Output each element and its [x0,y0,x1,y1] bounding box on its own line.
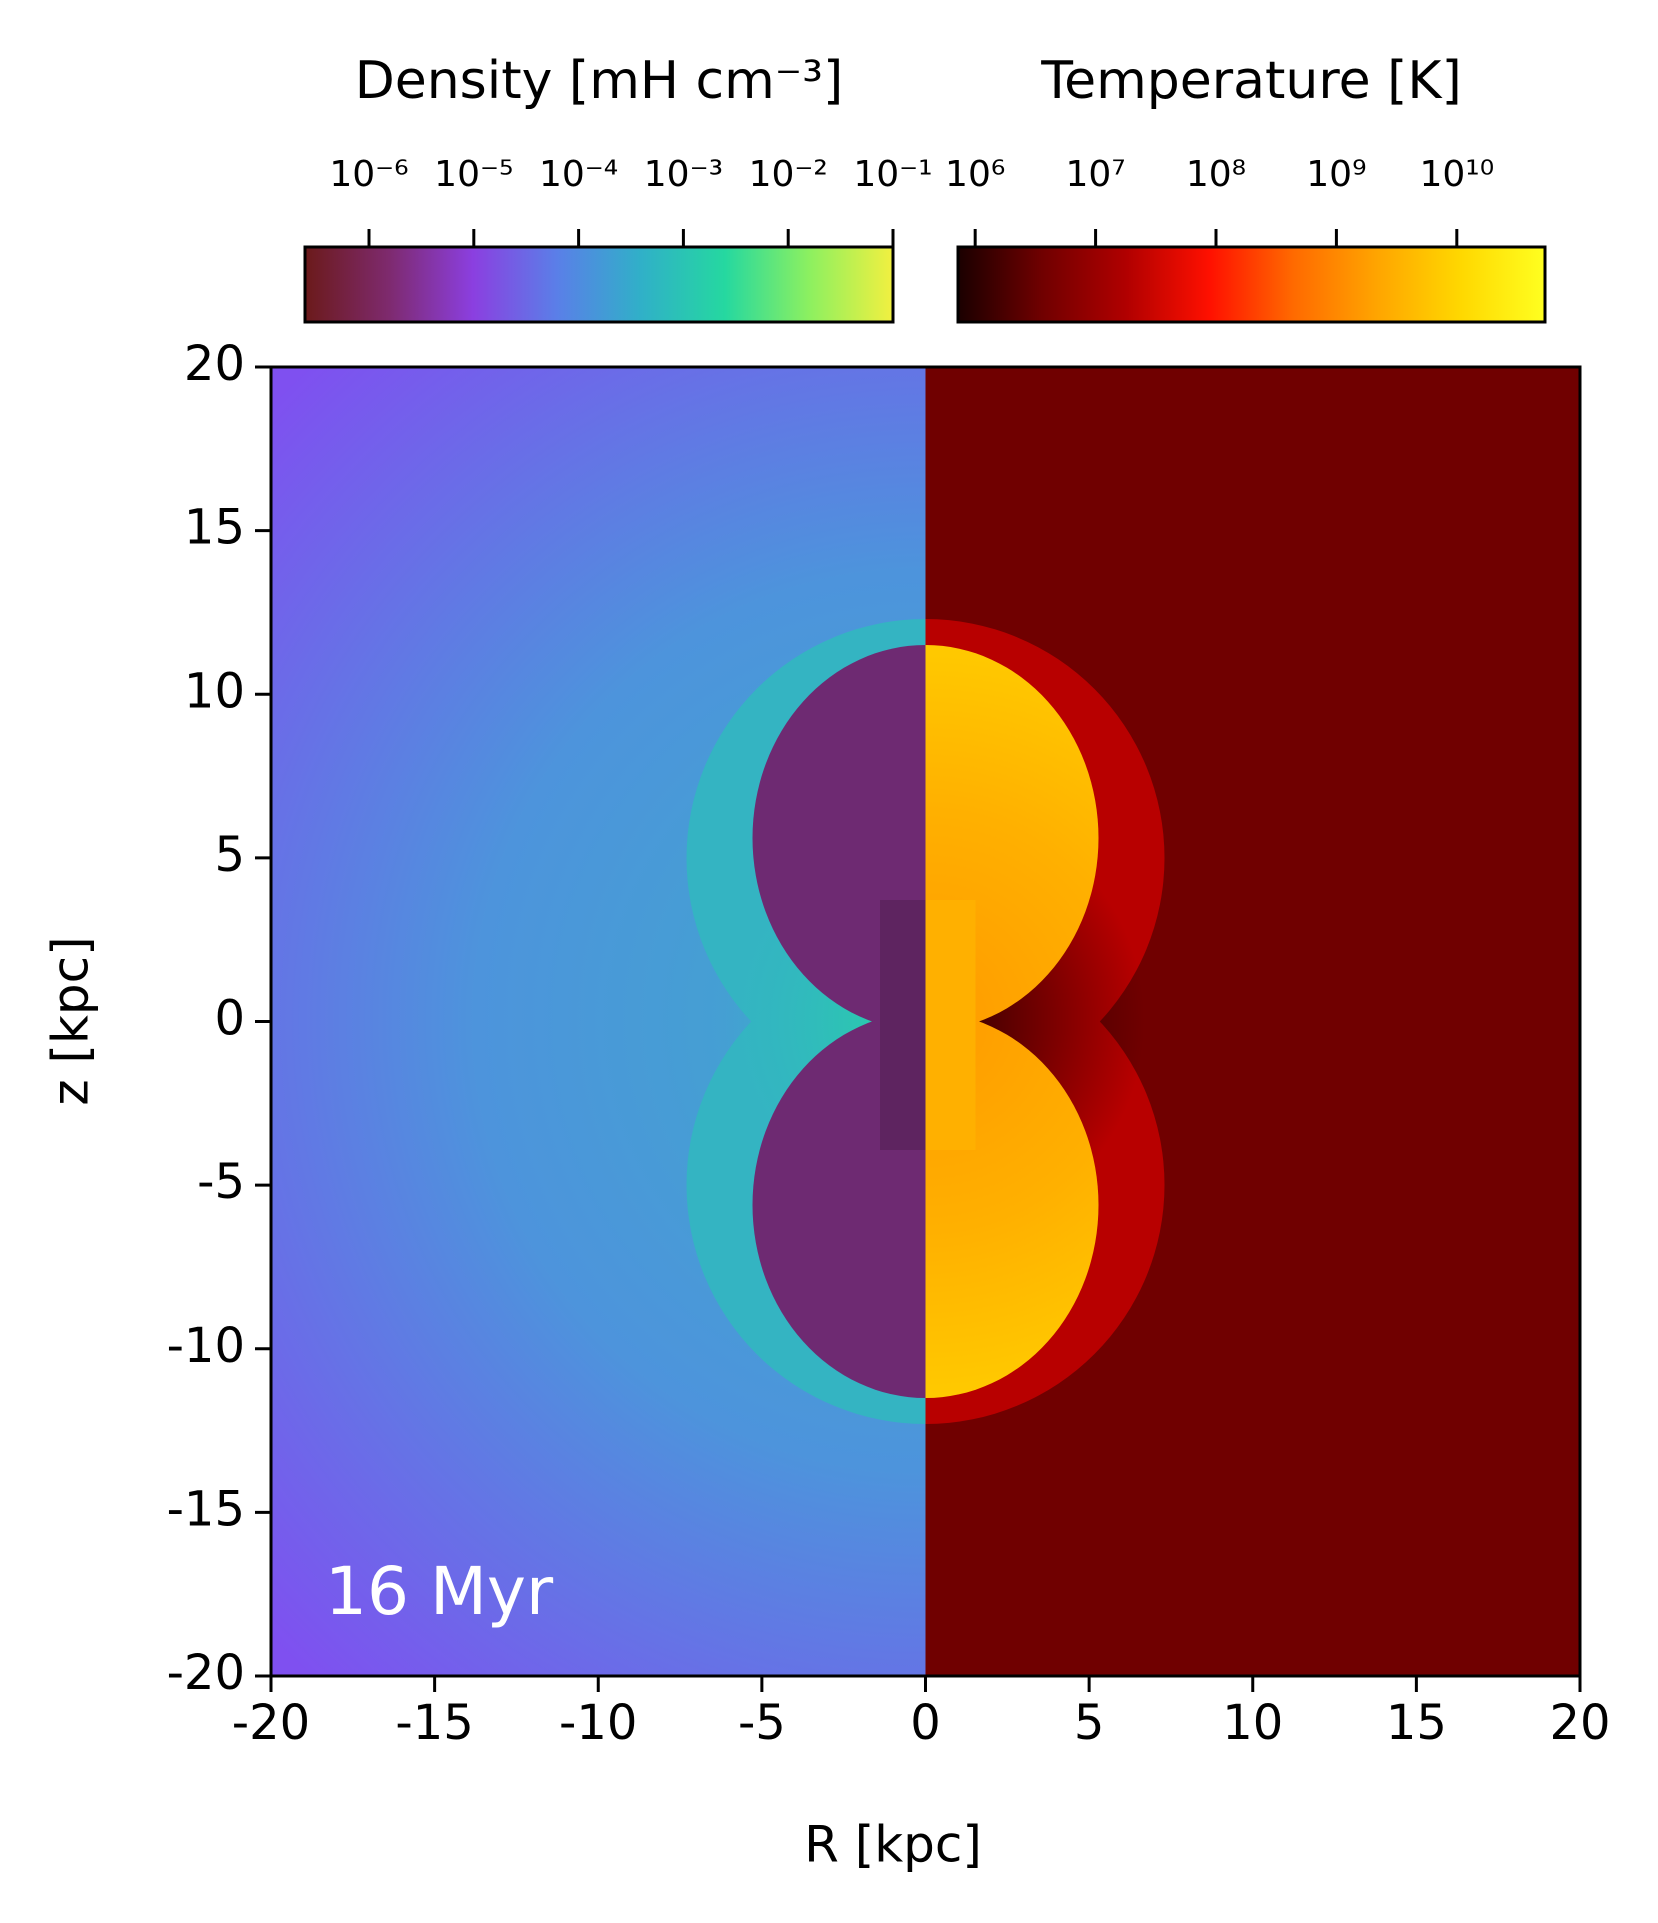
x-tick-label: 5 [1074,1695,1105,1751]
x-tick-label: -15 [395,1695,473,1751]
colorbar-tick-label: 10⁹ [1306,154,1366,195]
y-tick-label: -10 [167,1318,245,1374]
colorbar-tick-label: 10¹⁰ [1419,154,1494,195]
x-tick-label: 10 [1222,1695,1283,1751]
colorbar-tick-label: 10⁻⁴ [539,154,618,195]
colorbars: Density [mH cm⁻³] 10⁻⁶ 10⁻⁵ 10⁻⁴ 10⁻³ 10⁻² 10⁻… [303,51,1547,324]
y-tick-label: 5 [214,827,245,883]
colorbar [956,245,1547,324]
x-tick-label: -20 [232,1695,310,1751]
colorbar-label: Temperature [K] [1040,51,1462,111]
time-annotation: 16 Myr [325,1553,554,1630]
y-tick-label: -5 [197,1154,245,1210]
colorbar-label: Density [mH cm⁻³] [355,51,844,111]
colorbar-tick-label: 10⁻⁵ [434,154,513,195]
y-tick-label: -20 [167,1645,245,1701]
x-tick-label: 15 [1386,1695,1447,1751]
x-tick-label: 0 [910,1695,941,1751]
y-tick-label: 0 [214,991,245,1047]
colorbar-tick-label: 10⁻² [749,154,828,195]
x-axis-label: R [kpc] [804,1816,982,1874]
y-tick-label: 20 [184,336,245,392]
colorbar [303,245,895,324]
colorbar-tick-label: 10⁶ [945,154,1005,195]
y-axis-label: z [kpc] [42,936,100,1105]
y-tick-label: 15 [184,500,245,556]
axes: -20 -15 -10 -5 0 5 10 15 20 -20 -15 -10 -5 0 5 10 15 20 [167,336,1611,1751]
y-tick-label: -15 [167,1481,245,1537]
x-tick-label: -10 [559,1695,637,1751]
x-tick-label: -5 [738,1695,786,1751]
heatmap [271,367,1580,1676]
colorbar-tick-label: 10⁻¹ [853,154,932,195]
colorbar-tick-label: 10⁻³ [644,154,723,195]
x-tick-label: 20 [1549,1695,1610,1751]
colorbar-tick-label: 10⁻⁶ [329,154,408,195]
colorbar-tick-label: 10⁷ [1065,154,1125,195]
colorbar-tick-label: 10⁸ [1186,154,1246,195]
y-tick-label: 10 [184,663,245,719]
